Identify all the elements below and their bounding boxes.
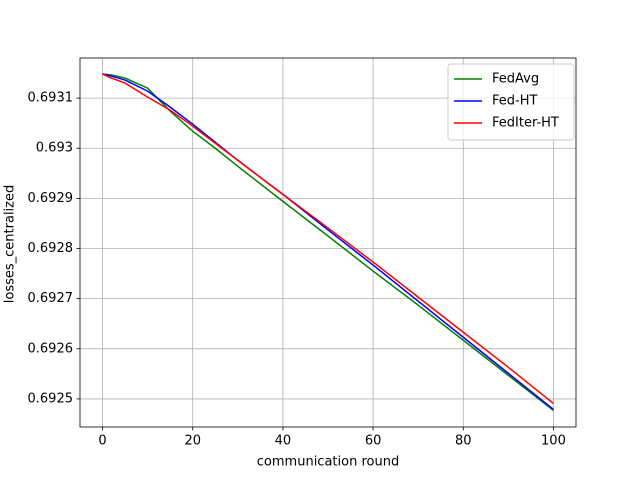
y-axis-label: losses_centralized xyxy=(3,185,18,303)
x-tick-label: 40 xyxy=(275,434,292,449)
y-tick-label: 0.6928 xyxy=(28,241,74,256)
grid xyxy=(80,58,576,427)
x-tick-label: 0 xyxy=(98,434,106,449)
y-tick-label: 0.6926 xyxy=(28,341,74,356)
legend-label: FedAvg xyxy=(492,72,539,87)
legend-label: Fed-HT xyxy=(492,94,537,109)
x-tick-label: 20 xyxy=(184,434,201,449)
y-tick-label: 0.6931 xyxy=(28,91,74,106)
x-axis-label: communication round xyxy=(257,455,399,470)
y-tick-label: 0.6929 xyxy=(28,191,74,206)
legend-box xyxy=(447,63,575,141)
series-line xyxy=(102,73,554,412)
axes-frame xyxy=(79,57,577,428)
legend-label: FedIter-HT xyxy=(492,116,559,131)
y-tick-label: 0.6927 xyxy=(28,291,74,306)
y-tick-label: 0.6925 xyxy=(28,391,74,406)
x-tick-label: 100 xyxy=(541,434,566,449)
x-tick-label: 60 xyxy=(365,434,382,449)
y-tick-label: 0.693 xyxy=(36,141,73,156)
series-line xyxy=(102,73,554,405)
x-tick-label: 80 xyxy=(455,434,472,449)
lines xyxy=(102,73,554,412)
